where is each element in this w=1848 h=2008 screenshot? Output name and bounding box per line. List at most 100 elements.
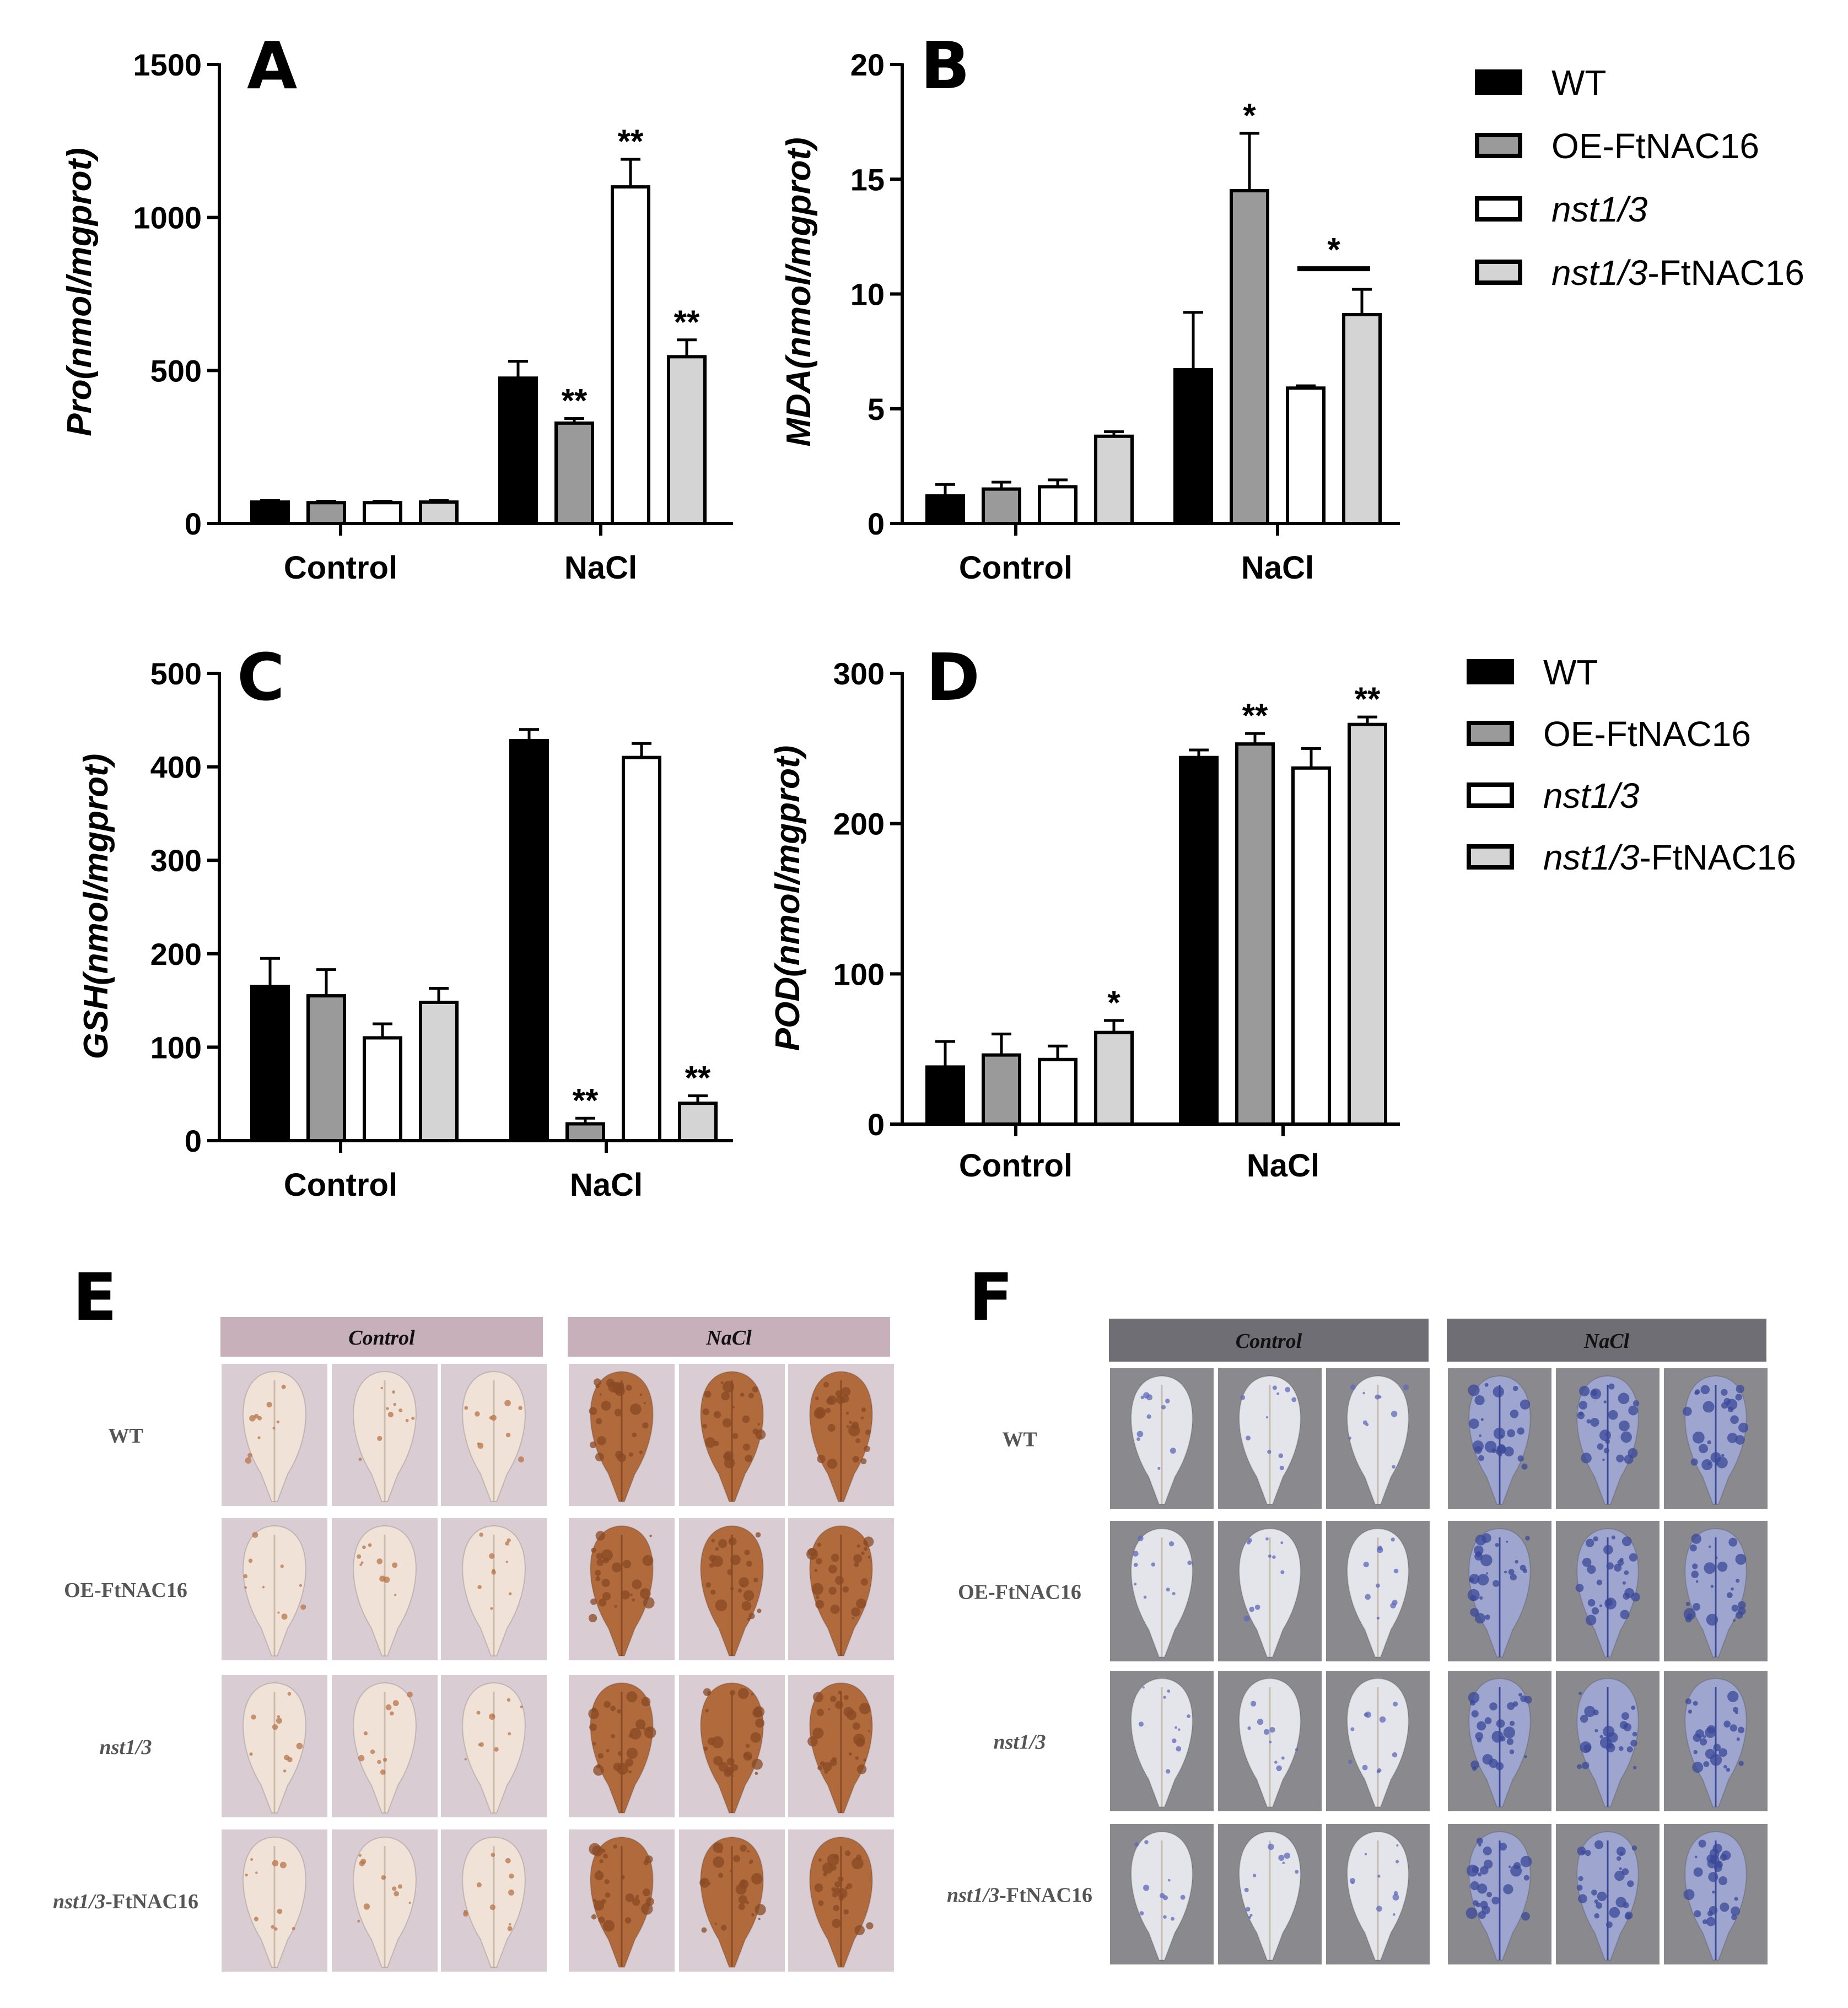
x-tick-label: Control xyxy=(284,550,397,586)
stain-spot xyxy=(1471,1710,1479,1718)
stain-spot xyxy=(1168,1541,1174,1547)
stain-spot xyxy=(1499,1842,1507,1851)
legend-swatch xyxy=(1467,659,1514,684)
stain-spot xyxy=(746,1901,750,1904)
stain-spot xyxy=(713,1756,723,1766)
stain-spot xyxy=(753,1578,758,1583)
stain-spot xyxy=(491,1570,496,1575)
stain-spot xyxy=(1377,1875,1381,1878)
stain-spot xyxy=(614,1605,617,1608)
stain-spot xyxy=(1365,1423,1369,1427)
stain-spot xyxy=(752,1708,762,1718)
stain-spot xyxy=(702,1423,707,1429)
y-tick-label: 0 xyxy=(868,1107,885,1142)
stain-spot xyxy=(382,1757,387,1762)
stain-spot xyxy=(814,1568,818,1572)
stain-spot xyxy=(750,1732,761,1743)
stain-spot xyxy=(632,1898,640,1906)
stain-spot xyxy=(1608,1383,1615,1390)
stain-spot xyxy=(249,1752,253,1756)
stain-spot xyxy=(390,1711,394,1716)
stain-spot xyxy=(719,1850,723,1853)
stain-spot xyxy=(1167,1879,1171,1882)
stain-spot xyxy=(834,1575,844,1585)
stain-spot xyxy=(711,1539,715,1543)
stain-spot xyxy=(492,1714,494,1717)
stain-spot xyxy=(1139,1911,1144,1916)
stain-spot xyxy=(642,1888,650,1897)
stain-spot xyxy=(1267,1450,1271,1454)
row-label: nst1/3-FtNAC16 xyxy=(947,1884,1092,1907)
stain-spot xyxy=(700,1879,706,1885)
stain-spot xyxy=(1706,1917,1716,1926)
stain-spot xyxy=(1265,1416,1269,1419)
stain-spot xyxy=(1477,1737,1482,1743)
stain-spot xyxy=(1586,1539,1594,1547)
stain-spot xyxy=(376,1558,383,1564)
stain-spot xyxy=(702,1408,709,1416)
bar-nst1/3-FtNAC16-NaCl xyxy=(1348,722,1387,1126)
stain-spot xyxy=(737,1588,742,1593)
stain-spot xyxy=(1627,1880,1634,1887)
stain-spot xyxy=(1392,1600,1398,1606)
stain-spot xyxy=(1474,1395,1485,1406)
stain-spot xyxy=(738,1903,745,1910)
stain-spot xyxy=(859,1703,871,1714)
stain-spot xyxy=(1166,1769,1171,1774)
stain-spot xyxy=(1699,1738,1707,1746)
stain-spot xyxy=(713,1856,725,1868)
stain-spot xyxy=(1485,1614,1490,1620)
stain-spot xyxy=(1633,1400,1640,1407)
stain-spot xyxy=(360,1858,367,1865)
stain-spot xyxy=(1609,1907,1620,1918)
stain-spot xyxy=(362,1545,366,1550)
stain-spot xyxy=(1523,1875,1529,1881)
column-header-bg xyxy=(1109,1319,1429,1362)
stain-spot xyxy=(1521,1463,1528,1470)
stain-spot xyxy=(505,1432,511,1438)
stain-spot xyxy=(1282,1861,1285,1864)
stain-spot xyxy=(1466,1864,1479,1877)
bar-WT-Control xyxy=(250,985,290,1143)
stain-spot xyxy=(249,1415,256,1422)
stain-spot xyxy=(742,1443,750,1451)
stain-spot xyxy=(392,1700,399,1707)
stain-spot xyxy=(1140,1395,1145,1400)
stain-spot xyxy=(254,1917,259,1921)
legend-swatch xyxy=(1475,133,1522,158)
stain-spot xyxy=(1392,1894,1399,1901)
bar-nst1/3-FtNAC16-Control xyxy=(1094,1030,1134,1126)
stain-spot xyxy=(1720,1902,1730,1912)
stain-spot xyxy=(507,1538,511,1542)
stain-spot xyxy=(1472,1766,1477,1771)
stain-spot xyxy=(358,1854,362,1857)
stain-spot xyxy=(720,1381,724,1384)
stain-spot xyxy=(812,1727,824,1739)
stain-spot xyxy=(1738,1601,1746,1609)
stain-spot xyxy=(1171,1917,1174,1921)
stain-spot xyxy=(1244,1887,1249,1892)
stain-spot xyxy=(478,1743,481,1746)
significance-label: ** xyxy=(618,123,644,160)
stain-spot xyxy=(1480,1418,1484,1421)
stain-spot xyxy=(1578,1692,1582,1695)
column-header-label: Control xyxy=(348,1326,415,1350)
stain-spot xyxy=(1482,1754,1493,1765)
stain-spot xyxy=(489,1904,496,1910)
stain-spot xyxy=(851,1421,859,1429)
stain-spot xyxy=(1377,1547,1383,1553)
stain-spot xyxy=(1620,1431,1632,1443)
stain-spot xyxy=(602,1592,611,1601)
stain-spot xyxy=(247,1453,252,1458)
stain-spot xyxy=(280,1564,284,1568)
stain-spot xyxy=(601,1579,610,1588)
stain-spot xyxy=(277,1908,283,1914)
stain-spot xyxy=(1248,1915,1252,1919)
stain-spot xyxy=(1252,1874,1257,1877)
stain-spot xyxy=(815,1396,819,1400)
stain-spot xyxy=(250,1858,254,1861)
stain-spot xyxy=(491,1415,497,1421)
stain-spot xyxy=(863,1536,874,1547)
stain-spot xyxy=(630,1593,633,1596)
